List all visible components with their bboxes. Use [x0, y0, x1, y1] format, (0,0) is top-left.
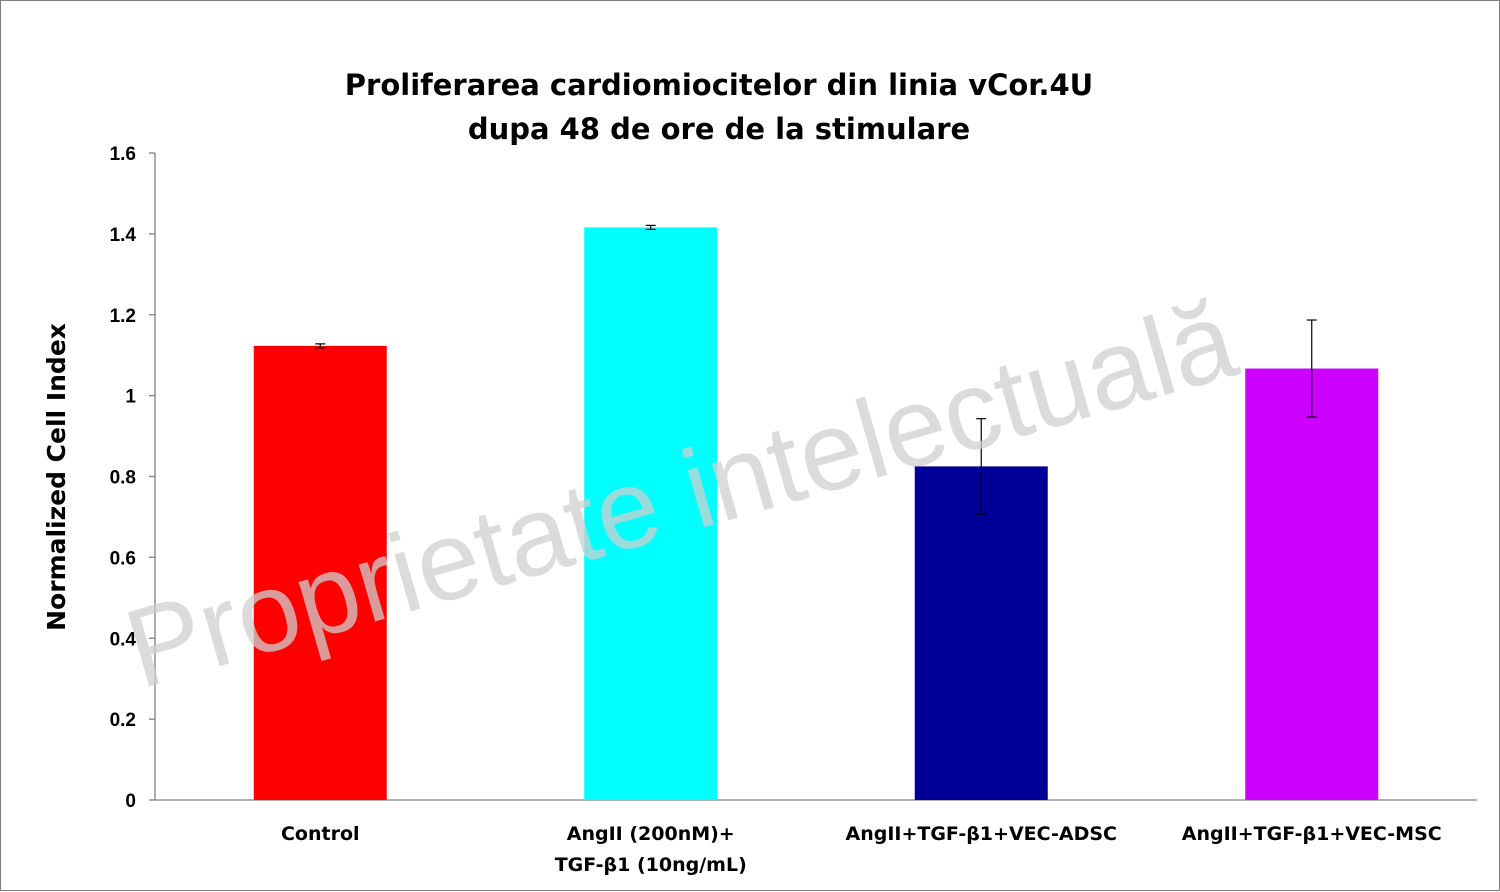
- bar: [1245, 368, 1379, 800]
- y-tick-label: 1.4: [110, 225, 137, 246]
- y-tick-label: 1.6: [110, 144, 136, 165]
- y-tick-label: 0.2: [110, 710, 136, 731]
- x-category-label: AngII+TGF-β1+VEC-MSC: [1182, 823, 1442, 845]
- y-tick-label: 0.6: [110, 548, 136, 569]
- y-axis-ticks: 0 0.2 0.4 0.6 0.8 1 1.2 1.4 1.6: [110, 144, 155, 812]
- bar: [584, 227, 718, 800]
- x-category-label: AngII (200nM)+: [567, 823, 735, 845]
- bars: [253, 227, 1379, 800]
- chart-title-line: Proliferarea cardiomiocitelor din linia …: [345, 68, 1093, 102]
- y-axis-title: Normalized Cell Index: [42, 323, 71, 631]
- y-axis-title-group: Normalized Cell Index: [42, 323, 71, 631]
- y-tick-label: 1.2: [110, 306, 136, 327]
- y-tick-label: 0.4: [110, 629, 137, 650]
- chart-title: Proliferarea cardiomiocitelor din linia …: [345, 68, 1093, 146]
- x-axis-categories: Control AngII (200nM)+ TGF-β1 (10ng/mL) Ang…: [281, 823, 1442, 876]
- y-tick-label: 0: [125, 791, 136, 812]
- y-tick-label: 1: [125, 387, 136, 408]
- bar: [914, 466, 1048, 800]
- y-tick-label: 0.8: [110, 468, 136, 489]
- bar: [253, 345, 387, 800]
- x-category-label: AngII+TGF-β1+VEC-ADSC: [845, 823, 1117, 845]
- error-bars: [315, 224, 1317, 515]
- x-category-label: Control: [281, 823, 360, 845]
- chart-title-line: dupa 48 de ore de la stimulare: [468, 112, 970, 146]
- x-category-label: TGF-β1 (10ng/mL): [555, 854, 747, 876]
